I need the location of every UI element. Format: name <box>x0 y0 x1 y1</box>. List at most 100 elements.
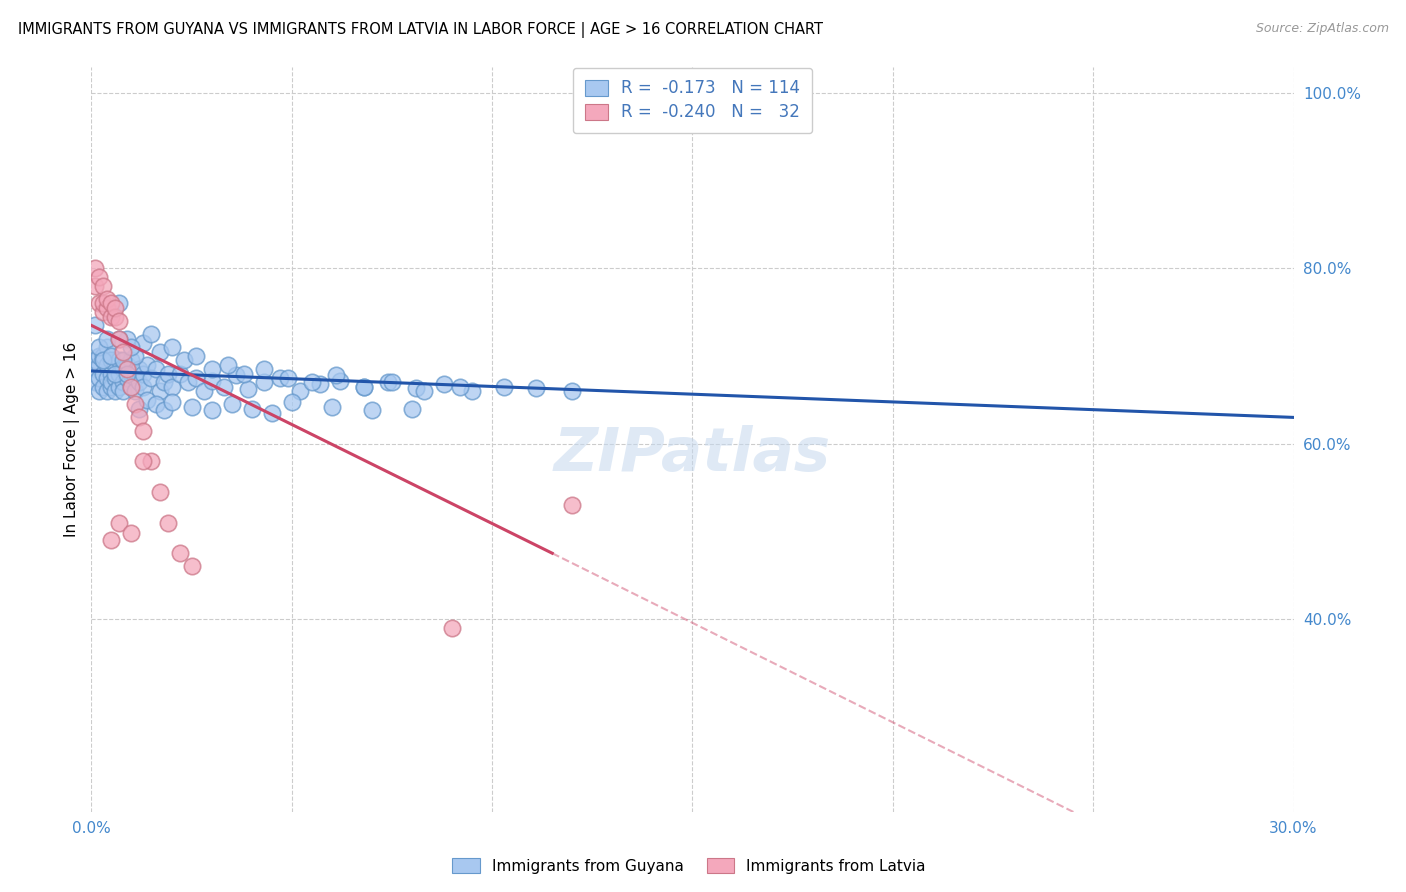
Point <box>104 371 127 385</box>
Legend: Immigrants from Guyana, Immigrants from Latvia: Immigrants from Guyana, Immigrants from … <box>446 852 932 880</box>
Point <box>104 384 127 398</box>
Point <box>180 559 202 574</box>
Point <box>152 376 174 390</box>
Point <box>253 362 276 376</box>
Point <box>561 498 583 512</box>
Point <box>325 368 347 383</box>
Point <box>561 384 583 398</box>
Point <box>141 371 163 385</box>
Point <box>121 380 143 394</box>
Point <box>124 371 146 385</box>
Point <box>108 332 131 346</box>
Point <box>201 374 224 388</box>
Point <box>121 353 143 368</box>
Point <box>148 384 170 398</box>
Point <box>141 454 163 468</box>
Point <box>405 382 427 396</box>
Point <box>253 376 276 390</box>
Point <box>117 367 139 381</box>
Point <box>96 384 118 398</box>
Point <box>89 296 111 310</box>
Point <box>84 279 107 293</box>
Point <box>104 310 127 324</box>
Point <box>104 358 127 372</box>
Point <box>93 353 115 368</box>
Point <box>84 376 107 390</box>
Point <box>141 327 163 342</box>
Point <box>148 344 170 359</box>
Point <box>112 362 135 376</box>
Point <box>212 380 235 394</box>
Point <box>117 362 139 376</box>
Point <box>93 305 115 319</box>
Point <box>117 371 139 385</box>
Point <box>128 362 150 376</box>
Point <box>108 332 131 346</box>
Point <box>136 392 159 407</box>
Point <box>156 367 179 381</box>
Point <box>132 335 155 350</box>
Point <box>124 349 146 363</box>
Point <box>93 349 115 363</box>
Point <box>121 367 143 381</box>
Point <box>329 374 352 388</box>
Point <box>152 403 174 417</box>
Point <box>288 384 311 398</box>
Point <box>433 377 456 392</box>
Point <box>117 358 139 372</box>
Point <box>277 371 299 385</box>
Point <box>260 406 283 420</box>
Point <box>89 384 111 398</box>
Point <box>221 397 243 411</box>
Point <box>145 397 167 411</box>
Point <box>269 371 291 385</box>
Point <box>169 367 191 381</box>
Point <box>121 340 143 354</box>
Point <box>96 292 118 306</box>
Point <box>173 353 195 368</box>
Point <box>108 516 131 530</box>
Point <box>124 397 146 411</box>
Point <box>449 380 471 394</box>
Point <box>100 305 122 319</box>
Point <box>308 377 330 392</box>
Point <box>128 401 150 416</box>
Point <box>96 371 118 385</box>
Point <box>124 384 146 398</box>
Point <box>121 526 143 541</box>
Point <box>180 400 202 414</box>
Point <box>100 376 122 390</box>
Point <box>281 394 304 409</box>
Point <box>156 516 179 530</box>
Point <box>108 367 131 381</box>
Point <box>96 358 118 372</box>
Point <box>494 380 516 394</box>
Point <box>169 546 191 560</box>
Point <box>89 358 111 372</box>
Point <box>100 533 122 547</box>
Point <box>93 353 115 368</box>
Point <box>100 367 122 381</box>
Point <box>93 380 115 394</box>
Point <box>145 362 167 376</box>
Point <box>132 454 155 468</box>
Point <box>201 403 224 417</box>
Text: Source: ZipAtlas.com: Source: ZipAtlas.com <box>1256 22 1389 36</box>
Point <box>108 314 131 328</box>
Point <box>217 358 239 372</box>
Point <box>201 362 224 376</box>
Point <box>160 380 183 394</box>
Point <box>108 380 131 394</box>
Point <box>193 384 215 398</box>
Point <box>236 383 259 397</box>
Point <box>89 349 111 363</box>
Point <box>84 261 107 276</box>
Point <box>121 380 143 394</box>
Point <box>100 310 122 324</box>
Point <box>117 332 139 346</box>
Point <box>381 376 404 390</box>
Point <box>232 367 254 381</box>
Point <box>136 358 159 372</box>
Point <box>100 353 122 368</box>
Point <box>440 621 463 635</box>
